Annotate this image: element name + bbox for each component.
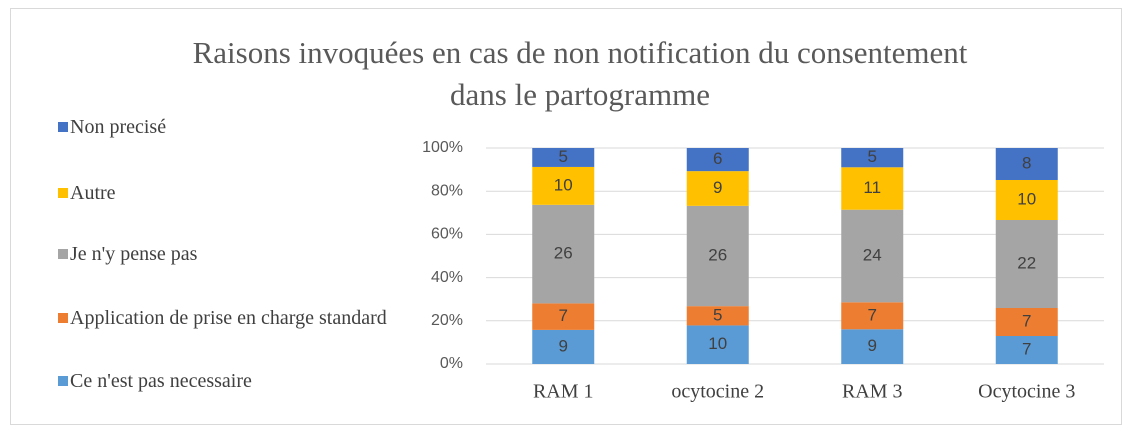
bar-segment bbox=[532, 204, 595, 304]
legend-swatch bbox=[58, 122, 68, 132]
data-label: 9 bbox=[868, 336, 877, 355]
legend-item: Autre bbox=[58, 181, 400, 205]
x-tick-label: ocytocine 2 bbox=[671, 381, 764, 403]
legend-label: Non precisé bbox=[70, 116, 167, 138]
legend-label: Autre bbox=[70, 182, 116, 204]
data-label: 10 bbox=[554, 175, 573, 194]
legend-item: Je n'y pense pas bbox=[58, 242, 400, 266]
bar-segment bbox=[995, 220, 1058, 308]
data-label: 7 bbox=[559, 306, 568, 325]
data-label: 5 bbox=[868, 147, 877, 166]
legend-label: Application de prise en charge standard bbox=[70, 307, 387, 329]
y-tick-label: 80% bbox=[431, 182, 463, 199]
y-tick-label: 100% bbox=[422, 139, 463, 156]
y-tick-label: 60% bbox=[431, 226, 463, 243]
data-label: 26 bbox=[554, 244, 573, 263]
legend-label: Ce n'est pas necessaire bbox=[70, 370, 252, 392]
y-tick-label: 0% bbox=[440, 355, 463, 372]
data-label: 5 bbox=[713, 305, 722, 324]
data-label: 22 bbox=[1017, 253, 1036, 272]
title-box: Raisons invoquées en cas de non notifica… bbox=[192, 35, 968, 112]
legend-item: Application de prise en charge standard bbox=[58, 306, 400, 330]
legend-label: Je n'y pense pas bbox=[70, 243, 198, 265]
data-label: 9 bbox=[559, 336, 568, 355]
bar-segment bbox=[686, 205, 749, 307]
data-label: 7 bbox=[868, 305, 877, 324]
legend-item: Non precisé bbox=[58, 115, 400, 139]
bar-segment bbox=[532, 303, 595, 330]
bar-segment bbox=[686, 171, 749, 206]
bar-segment bbox=[841, 329, 904, 364]
bar-segment bbox=[686, 325, 749, 364]
bar-segment bbox=[841, 148, 904, 168]
legend-swatch bbox=[58, 376, 68, 386]
legend-item: Ce n'est pas necessaire bbox=[58, 369, 400, 393]
data-label: 9 bbox=[713, 178, 722, 197]
bar-segment bbox=[532, 166, 595, 205]
data-label: 11 bbox=[863, 178, 881, 197]
legend-swatch bbox=[58, 188, 68, 198]
bar-segment bbox=[686, 148, 749, 172]
bar-segment bbox=[995, 180, 1058, 220]
bar-segment bbox=[532, 329, 595, 364]
bar-segment bbox=[532, 148, 595, 167]
data-label: 10 bbox=[708, 334, 727, 353]
data-label: 24 bbox=[863, 245, 882, 264]
data-label: 6 bbox=[713, 149, 722, 168]
bar-segment bbox=[841, 167, 904, 210]
y-tick-label: 40% bbox=[431, 269, 463, 286]
bar-segment bbox=[841, 209, 904, 303]
data-label: 8 bbox=[1022, 153, 1031, 172]
chart-title: Raisons invoquées en cas de non notifica… bbox=[192, 35, 968, 112]
x-tick-label: RAM 1 bbox=[533, 381, 594, 403]
bar-segment bbox=[995, 148, 1058, 180]
data-label: 10 bbox=[1017, 189, 1036, 208]
bar-segment bbox=[995, 308, 1058, 336]
x-tick-label: Ocytocine 3 bbox=[978, 381, 1075, 403]
y-tick-label: 20% bbox=[431, 312, 463, 329]
bar-segment bbox=[841, 302, 904, 330]
data-label: 5 bbox=[559, 147, 568, 166]
legend-swatch bbox=[58, 249, 68, 259]
bar-segment bbox=[995, 336, 1058, 364]
data-label: 26 bbox=[708, 245, 727, 264]
x-tick-label: RAM 3 bbox=[842, 381, 903, 403]
data-label: 7 bbox=[1022, 339, 1031, 358]
bar-segment bbox=[686, 306, 749, 326]
legend-swatch bbox=[58, 313, 68, 323]
data-label: 7 bbox=[1022, 311, 1031, 330]
